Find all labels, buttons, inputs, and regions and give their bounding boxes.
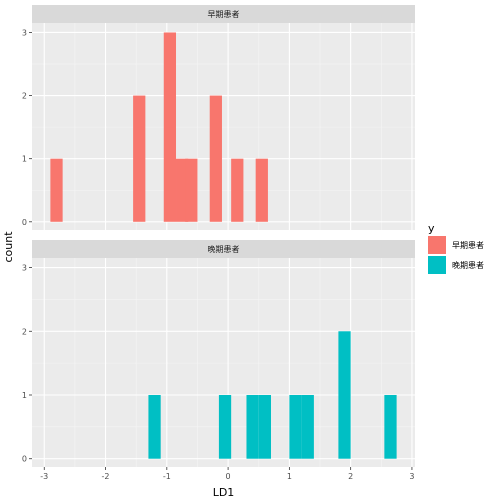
strip-background (32, 5, 415, 23)
y-axis-title: count (2, 231, 15, 263)
x-tick-label: -2 (102, 472, 110, 481)
x-tick-label: 2 (348, 472, 353, 481)
histogram-bar (246, 394, 259, 459)
x-axis: -3 -2 -1 0 1 2 3 (40, 467, 414, 481)
histogram-bar (289, 394, 302, 459)
histogram-bar (231, 158, 244, 222)
y-tick-label: 3 (22, 264, 27, 273)
x-tick-label: 3 (409, 472, 414, 481)
panel-background (32, 23, 415, 230)
legend-label: 早期患者 (452, 240, 484, 250)
y-tick-label: 3 (22, 28, 27, 37)
histogram-bar (258, 394, 271, 459)
histogram-bar (384, 394, 397, 459)
histogram-bar (50, 158, 63, 222)
y-tick-label: 2 (22, 92, 27, 101)
legend-label: 晚期患者 (452, 260, 484, 270)
panel-2: 晚期患者 0 1 2 3 (22, 240, 415, 467)
histogram-bar (338, 331, 351, 459)
histogram-bar (209, 95, 222, 222)
y-tick-label: 0 (22, 455, 27, 464)
histogram-bar (133, 95, 146, 222)
histogram-bar (185, 158, 198, 222)
x-axis-title: LD1 (213, 486, 235, 499)
strip-label: 早期患者 (208, 9, 240, 19)
y-tick-label: 0 (22, 218, 27, 227)
x-tick-label: 1 (287, 472, 292, 481)
legend-swatch (428, 236, 446, 254)
histogram-bar (163, 32, 177, 222)
y-tick-label: 1 (22, 391, 27, 400)
histogram-bar (148, 394, 161, 459)
histogram-bar (255, 158, 268, 222)
x-tick-label: 0 (226, 472, 231, 481)
strip-label: 晚期患者 (208, 244, 240, 254)
y-tick-label: 1 (22, 155, 27, 164)
strip-background (32, 240, 415, 258)
panel-1: 早期患者 0 1 2 3 (22, 5, 415, 230)
legend-title: y (428, 222, 435, 235)
histogram-bar (218, 394, 232, 459)
legend-swatch (428, 256, 446, 274)
x-tick-label: -1 (163, 472, 171, 481)
histogram-bar (301, 394, 314, 459)
x-tick-label: -3 (40, 472, 48, 481)
y-tick-label: 2 (22, 327, 27, 336)
